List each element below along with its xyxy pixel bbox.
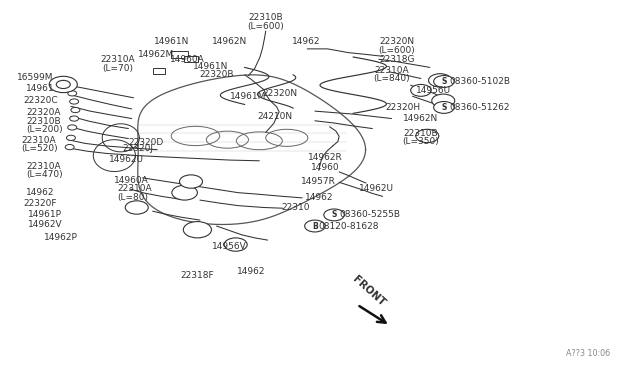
Circle shape xyxy=(70,99,79,104)
Text: 14962U: 14962U xyxy=(109,155,144,164)
Text: 24210N: 24210N xyxy=(258,112,293,121)
Text: S: S xyxy=(332,211,337,219)
Text: 14962N: 14962N xyxy=(403,114,438,123)
Circle shape xyxy=(411,84,431,96)
Text: FRONT: FRONT xyxy=(351,274,387,308)
Circle shape xyxy=(434,102,454,113)
Circle shape xyxy=(172,185,197,200)
Circle shape xyxy=(67,135,76,140)
Circle shape xyxy=(224,238,247,251)
Text: 14961M: 14961M xyxy=(230,92,267,101)
Text: 22318G: 22318G xyxy=(379,55,414,64)
Text: 22310A: 22310A xyxy=(117,185,152,193)
Text: B: B xyxy=(312,221,318,231)
Text: (L=600): (L=600) xyxy=(247,22,284,31)
Circle shape xyxy=(71,108,80,113)
Text: 14960A: 14960A xyxy=(115,176,149,185)
Text: 22320N: 22320N xyxy=(379,37,414,46)
Text: 22310: 22310 xyxy=(282,203,310,212)
Circle shape xyxy=(429,74,452,87)
Text: 14962V: 14962V xyxy=(28,221,62,230)
Text: 14962: 14962 xyxy=(26,188,55,197)
Circle shape xyxy=(416,129,439,142)
Text: 22310A: 22310A xyxy=(21,136,56,145)
Circle shape xyxy=(56,80,70,89)
Text: 22310A: 22310A xyxy=(100,55,135,64)
Text: 14962P: 14962P xyxy=(44,232,78,242)
Circle shape xyxy=(70,116,79,121)
Text: 22320N: 22320N xyxy=(263,89,298,98)
Text: 22310B: 22310B xyxy=(404,129,438,138)
Text: (L=70): (L=70) xyxy=(102,64,133,73)
Text: 22320C: 22320C xyxy=(23,96,58,105)
Text: (L=200): (L=200) xyxy=(26,125,63,134)
Text: 08120-81628: 08120-81628 xyxy=(319,221,380,231)
Text: S: S xyxy=(441,77,447,86)
Circle shape xyxy=(67,83,76,89)
Text: 08360-5102B: 08360-5102B xyxy=(450,77,511,86)
Text: 16599M: 16599M xyxy=(17,73,53,82)
Circle shape xyxy=(183,222,211,238)
Text: 14960A: 14960A xyxy=(170,55,205,64)
Text: 08360-5255B: 08360-5255B xyxy=(339,211,400,219)
FancyBboxPatch shape xyxy=(184,56,198,62)
Text: S: S xyxy=(441,103,447,112)
Text: 14961N: 14961N xyxy=(193,62,228,71)
Text: (L=840): (L=840) xyxy=(373,74,410,83)
Text: 22320B: 22320B xyxy=(199,70,234,78)
Text: (L=520): (L=520) xyxy=(21,144,58,153)
Text: 14961P: 14961P xyxy=(28,211,61,219)
Text: 22310B: 22310B xyxy=(26,117,61,126)
Text: 14962: 14962 xyxy=(292,37,320,46)
Text: 14961N: 14961N xyxy=(154,37,189,46)
Text: 14961: 14961 xyxy=(26,84,55,93)
Circle shape xyxy=(434,76,454,87)
Circle shape xyxy=(68,125,77,130)
Text: 14956U: 14956U xyxy=(416,86,451,95)
Text: 14956V: 14956V xyxy=(212,241,246,250)
Circle shape xyxy=(125,201,148,214)
Text: A??3 10:06: A??3 10:06 xyxy=(566,349,611,358)
Text: 22320A: 22320A xyxy=(26,108,61,117)
Text: (L=470): (L=470) xyxy=(26,170,63,179)
Text: 22320H: 22320H xyxy=(385,103,420,112)
Text: 14957R: 14957R xyxy=(301,177,336,186)
Circle shape xyxy=(305,220,325,232)
Text: 22320D: 22320D xyxy=(129,138,164,147)
Circle shape xyxy=(49,76,77,93)
Circle shape xyxy=(324,209,344,221)
Text: (L=600): (L=600) xyxy=(378,46,415,55)
FancyBboxPatch shape xyxy=(172,51,188,58)
Text: 22310A: 22310A xyxy=(26,162,61,171)
Text: 08360-51262: 08360-51262 xyxy=(450,103,510,112)
Text: 14962U: 14962U xyxy=(358,185,394,193)
Text: 22318F: 22318F xyxy=(180,271,214,280)
Circle shape xyxy=(432,94,455,108)
Text: 14962: 14962 xyxy=(237,267,265,276)
Text: 22320F: 22320F xyxy=(23,199,56,208)
Circle shape xyxy=(179,175,202,188)
Text: 14960: 14960 xyxy=(311,163,339,172)
Text: 14962: 14962 xyxy=(305,193,333,202)
Text: 22310A: 22310A xyxy=(374,66,409,75)
Text: 14962M: 14962M xyxy=(138,50,174,59)
Text: 14962R: 14962R xyxy=(308,153,342,161)
Circle shape xyxy=(68,91,77,96)
Circle shape xyxy=(65,144,74,150)
Text: 14962N: 14962N xyxy=(212,37,247,46)
Text: 22320J: 22320J xyxy=(122,144,153,153)
FancyBboxPatch shape xyxy=(153,68,165,74)
Text: (L=350): (L=350) xyxy=(403,137,439,146)
Text: (L=80): (L=80) xyxy=(117,193,148,202)
Text: 22310B: 22310B xyxy=(248,13,283,22)
